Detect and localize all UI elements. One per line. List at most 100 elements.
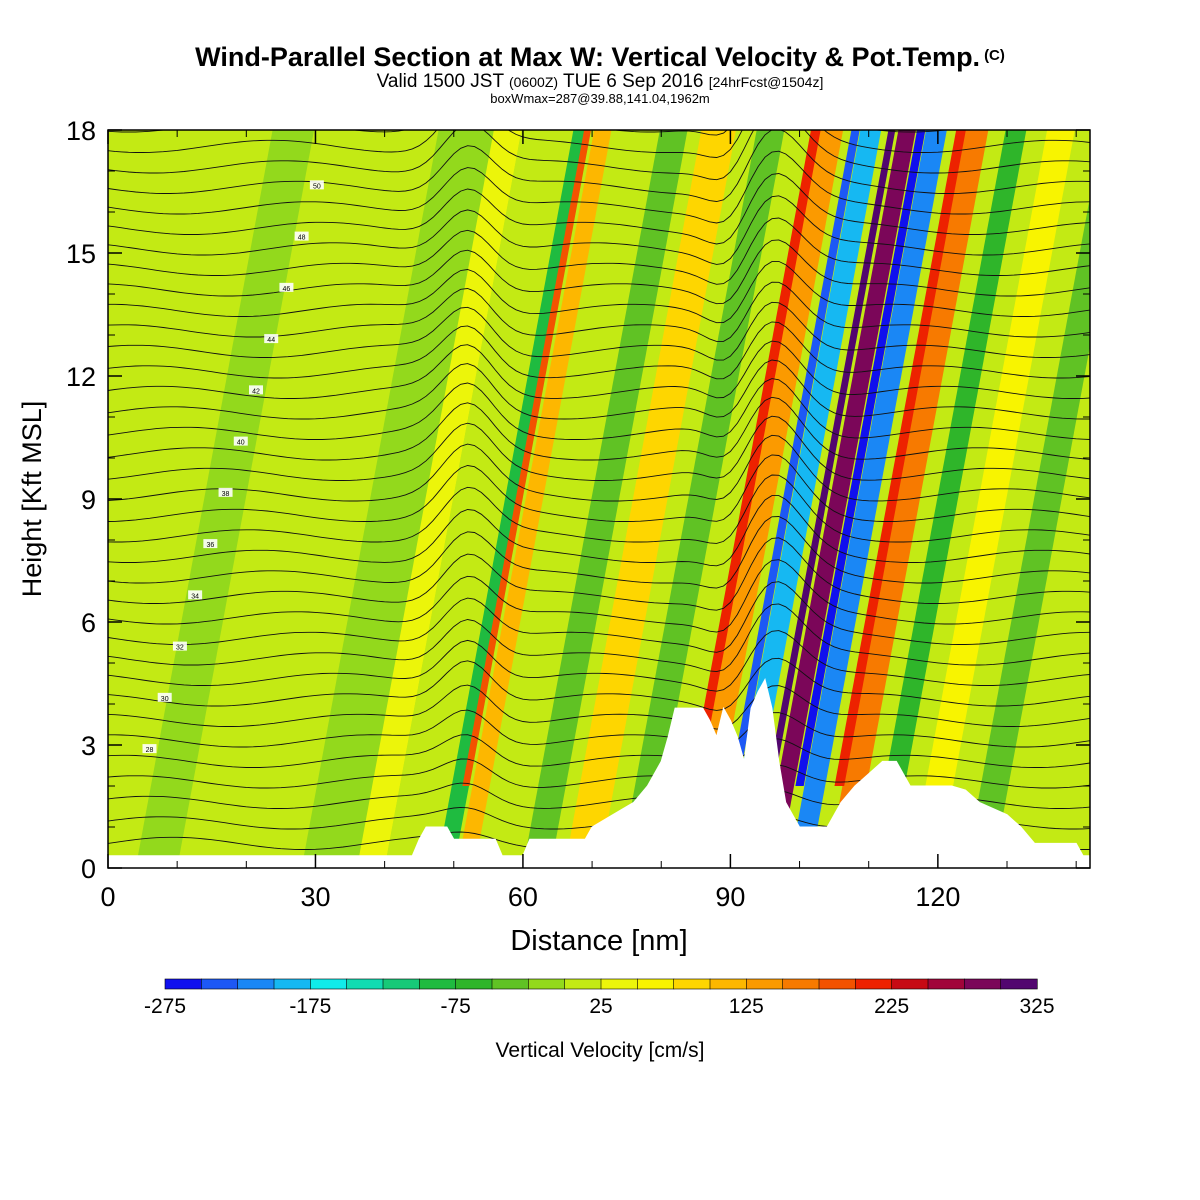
w-band bbox=[681, 130, 844, 868]
colorbar-swatch bbox=[1000, 978, 1038, 990]
w-band-core bbox=[462, 130, 592, 786]
y-tick-label: 9 bbox=[81, 485, 96, 515]
theta-contour bbox=[108, 340, 1090, 399]
colorbar-tick-label: -275 bbox=[144, 995, 186, 1018]
theta-contour bbox=[108, 684, 1090, 730]
contour-label: 38 bbox=[222, 491, 230, 498]
theta-contour bbox=[108, 474, 1090, 544]
contour-label-bg bbox=[248, 385, 263, 395]
colorbar-swatch bbox=[237, 978, 275, 990]
w-band-core bbox=[795, 130, 926, 786]
y-axis-label: Height [Kft MSL] bbox=[17, 401, 47, 598]
colorbar-tick-label: 25 bbox=[589, 995, 612, 1018]
contour-label: 42 bbox=[252, 388, 260, 395]
x-axis-label: Distance [nm] bbox=[510, 925, 687, 957]
y-tick-label: 0 bbox=[81, 854, 96, 884]
colorbar-swatch bbox=[600, 978, 638, 990]
colorbar-swatch bbox=[382, 978, 420, 990]
x-tick-label: 30 bbox=[300, 882, 330, 912]
theta-contour bbox=[108, 359, 1090, 420]
colorbar-swatch bbox=[564, 978, 602, 990]
colorbar-swatch bbox=[273, 978, 311, 990]
theta-contour bbox=[108, 516, 1090, 589]
colorbar-swatch bbox=[346, 978, 384, 990]
contour-label-bg bbox=[157, 692, 172, 702]
y-tick-label: 15 bbox=[66, 239, 96, 269]
chart-subtitle: Valid 1500 JST (0600Z) TUE 6 Sep 2016 [2… bbox=[376, 71, 824, 92]
contour-label: 46 bbox=[283, 286, 291, 293]
colorbar-swatch bbox=[964, 978, 1002, 990]
y-tick-label: 18 bbox=[66, 116, 96, 146]
theta-contour bbox=[108, 173, 1090, 245]
w-band-core bbox=[689, 130, 821, 786]
contour-label-bg bbox=[264, 334, 279, 344]
colorbar: -275 -175 -75 25 125 225 325 bbox=[144, 978, 1055, 1018]
colorbar-swatch bbox=[855, 978, 893, 990]
theta-contour bbox=[108, 396, 1090, 461]
y-tick-label: 3 bbox=[81, 731, 96, 761]
terrain-mask bbox=[107, 678, 1091, 869]
contour-label: 48 bbox=[298, 235, 306, 242]
theta-contour bbox=[108, 734, 1090, 768]
colorbar-swatch bbox=[528, 978, 566, 990]
theta-contour bbox=[108, 603, 1090, 673]
theta-contour bbox=[108, 130, 1090, 181]
contour-label: 44 bbox=[267, 337, 275, 344]
contour-label-bg bbox=[142, 744, 157, 754]
theta-contour bbox=[108, 559, 1090, 633]
theta-contour bbox=[108, 434, 1090, 502]
w-band bbox=[522, 130, 688, 868]
w-band bbox=[619, 130, 785, 868]
theta-contour bbox=[108, 130, 950, 136]
colorbar-swatch bbox=[891, 978, 929, 990]
w-band bbox=[761, 130, 916, 868]
x-tick-label: 120 bbox=[915, 882, 960, 912]
theta-contour bbox=[108, 217, 1090, 285]
colorbar-tick-label: -75 bbox=[440, 995, 470, 1018]
theta-contour bbox=[108, 454, 1090, 522]
theta-contour bbox=[108, 495, 1090, 567]
theta-contour bbox=[108, 130, 1090, 158]
colorbar-swatch bbox=[164, 978, 202, 990]
x-tick-label: 0 bbox=[100, 882, 115, 912]
w-band-core bbox=[766, 130, 896, 786]
contour-label: 32 bbox=[176, 645, 184, 652]
colorbar-swatch bbox=[673, 978, 711, 990]
theta-contour bbox=[108, 657, 1090, 711]
y-tick-label: 12 bbox=[66, 362, 96, 392]
colorbar-swatch bbox=[419, 978, 457, 990]
contour-label: 36 bbox=[206, 542, 214, 549]
colorbar-swatch bbox=[818, 978, 856, 990]
theta-contour bbox=[108, 537, 1090, 611]
contour-label: 40 bbox=[237, 440, 245, 447]
contour-label-bg bbox=[203, 539, 218, 549]
colorbar-swatch bbox=[310, 978, 348, 990]
theta-contour bbox=[108, 709, 1090, 748]
contour-label-bg bbox=[294, 231, 309, 241]
theta-contour bbox=[108, 378, 1090, 440]
theta-contour bbox=[108, 195, 1090, 265]
colorbar-swatch bbox=[709, 978, 747, 990]
chart-title: Wind-Parallel Section at Max W: Vertical… bbox=[195, 42, 1005, 72]
theta-contour bbox=[108, 415, 1090, 481]
colorbar-swatch bbox=[201, 978, 239, 990]
box-wmax-line: boxWmax=287@39.88,141.04,1962m bbox=[490, 91, 710, 106]
contour-label-bg bbox=[172, 641, 187, 651]
colorbar-tick-label: 125 bbox=[729, 995, 764, 1018]
y-tick-label: 6 bbox=[81, 608, 96, 638]
colorbar-swatch bbox=[782, 978, 820, 990]
colorbar-swatch bbox=[455, 978, 493, 990]
colorbar-tick-label: -175 bbox=[289, 995, 331, 1018]
contour-label-bg bbox=[309, 180, 324, 190]
colorbar-swatch bbox=[746, 978, 784, 990]
w-band-core bbox=[729, 130, 860, 786]
theta-contour bbox=[108, 260, 1090, 324]
w-band bbox=[457, 130, 612, 868]
theta-contour bbox=[108, 321, 1090, 380]
contour-label-bg bbox=[188, 590, 203, 600]
contour-label: 30 bbox=[161, 696, 169, 703]
contour-label-bg bbox=[279, 282, 294, 292]
w-band bbox=[965, 197, 1090, 868]
contour-label: 28 bbox=[146, 747, 154, 754]
